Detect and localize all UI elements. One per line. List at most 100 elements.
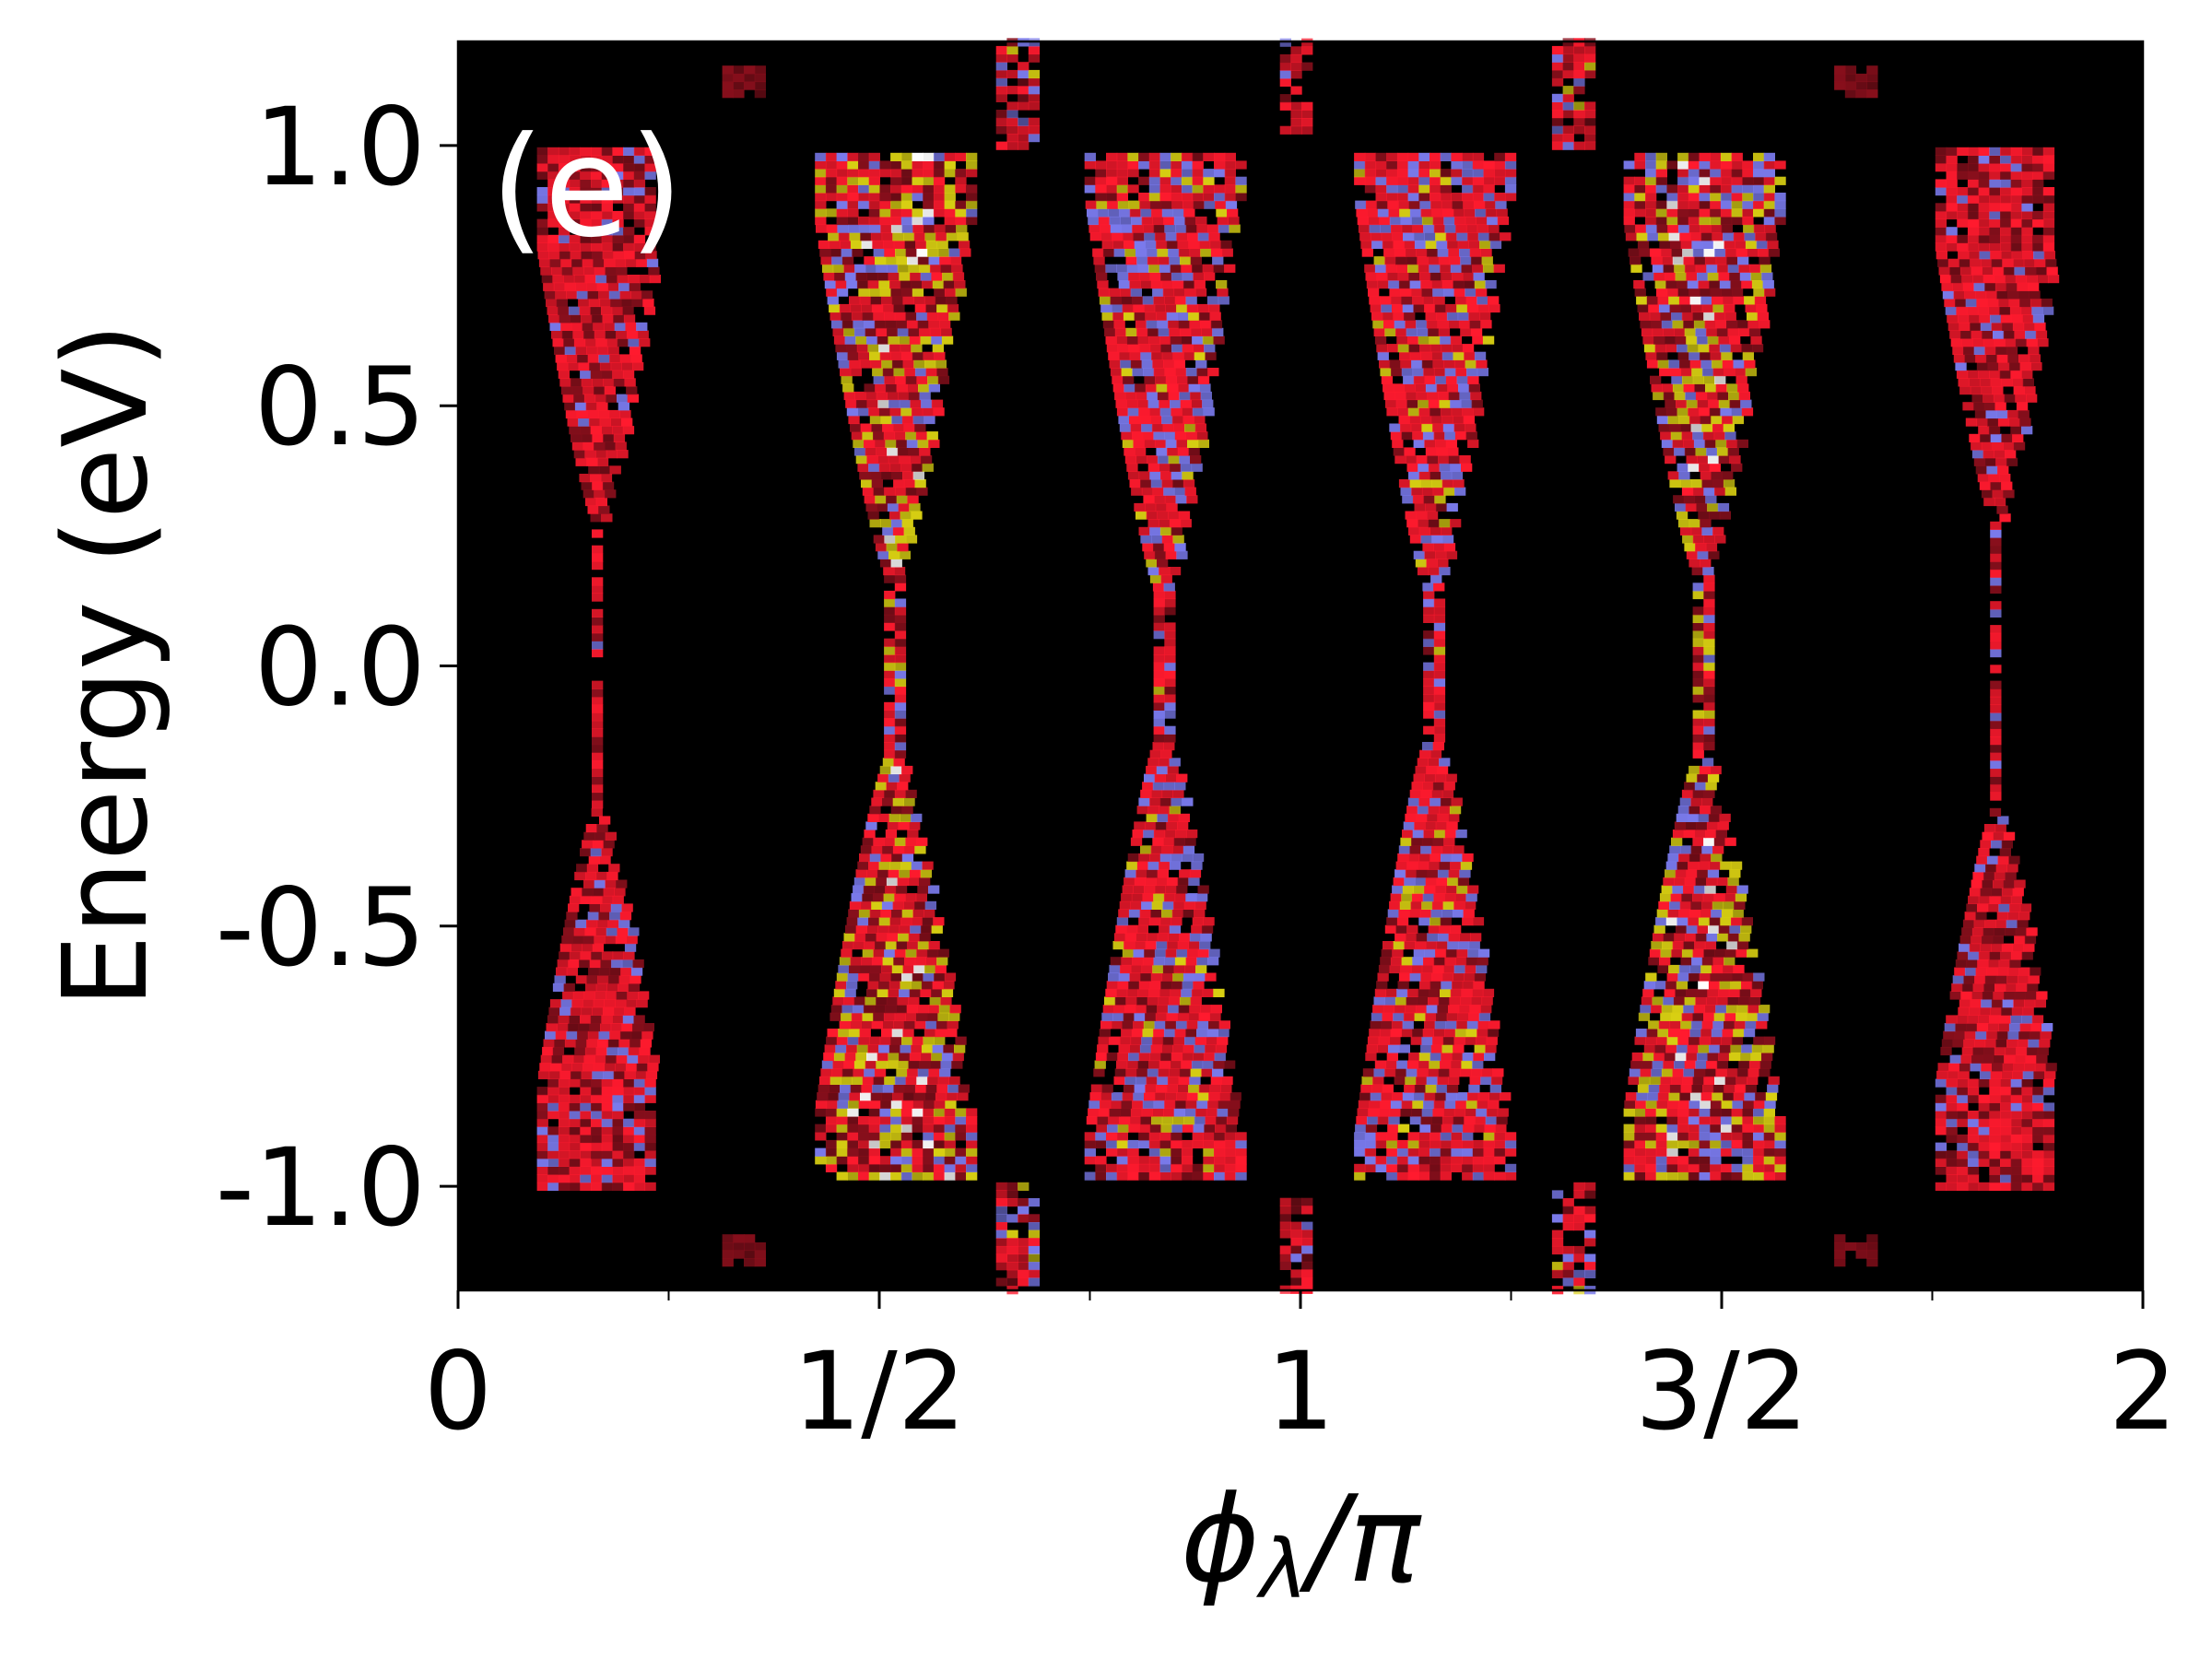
heatmap-cell [1098,216,1111,226]
heatmap-cell [920,455,933,465]
heatmap-cell [946,232,959,241]
heatmap-cell [879,288,891,297]
heatmap-cell [1473,1052,1485,1062]
heatmap-cell [1146,248,1158,257]
heatmap-cell [900,1108,913,1117]
heatmap-cell [866,272,878,281]
heatmap-cell [858,184,870,194]
heatmap-cell [1183,900,1196,910]
heatmap-cell [1774,200,1786,209]
heatmap-cell [1967,1142,1980,1151]
heatmap-cell [1423,614,1435,623]
heatmap-cell [1149,272,1161,281]
heatmap-cell [824,280,837,289]
heatmap-cell [1681,1012,1693,1021]
heatmap-cell [1389,288,1401,297]
heatmap-cell [885,885,897,894]
heatmap-cell [1431,900,1444,910]
heatmap-cell [1695,543,1707,552]
heatmap-cell [1690,232,1702,241]
heatmap-cell [1117,1124,1129,1133]
heatmap-cell [1463,415,1475,425]
heatmap-cell [1149,981,1161,990]
heatmap-cell [1109,1036,1121,1045]
heatmap-cell [1718,924,1730,934]
heatmap-cell [1720,1139,1733,1149]
heatmap-cell [1185,957,1197,966]
heatmap-cell [1127,407,1139,417]
heatmap-cell [546,298,558,308]
heatmap-cell [850,240,863,249]
heatmap-cell [935,359,947,369]
heatmap-cell [1709,1044,1721,1053]
heatmap-cell [1430,160,1441,170]
heatmap-cell [884,535,896,544]
heatmap-cell [1404,1084,1416,1093]
heatmap-cell [601,155,613,164]
heatmap-cell [1679,423,1692,432]
heatmap-cell [1145,941,1157,950]
heatmap-cell [1172,208,1184,218]
heatmap-cell [592,840,605,849]
heatmap-cell [1192,1163,1204,1172]
heatmap-cell [584,927,596,936]
heatmap-cell [1159,1163,1171,1172]
heatmap-cell [864,320,876,329]
heatmap-cell [1136,924,1148,934]
heatmap-cell [1460,399,1473,408]
heatmap-cell [1719,344,1732,353]
heatmap-cell [915,893,927,902]
heatmap-cell [1751,1044,1764,1053]
heatmap-cell [1087,208,1099,218]
heatmap-cell [1218,224,1230,233]
heatmap-cell [1774,1139,1786,1149]
heatmap-cell [1121,893,1133,902]
heatmap-cell [1957,1094,1969,1103]
heatmap-cell [891,964,904,974]
heatmap-cell [869,224,881,233]
heatmap-cell [1692,535,1705,544]
heatmap-cell [1161,280,1173,289]
heatmap-cell [1152,487,1164,496]
heatmap-cell [868,208,880,218]
heatmap-cell [1084,184,1096,194]
heatmap-cell [1206,1108,1218,1117]
heatmap-cell [1665,1044,1677,1053]
heatmap-cell [1421,423,1433,432]
heatmap-cell [1753,1156,1765,1165]
heatmap-cell [1485,280,1497,289]
heatmap-cell [1946,1094,1958,1103]
heatmap-cell [1436,1012,1448,1021]
heatmap-cell [1153,606,1165,616]
heatmap-cell [2010,1150,2022,1159]
heatmap-cell [623,187,635,196]
heatmap-cell [1447,877,1459,887]
heatmap-cell [558,203,571,212]
heatmap-cell [1187,1012,1200,1021]
heatmap-cell [1733,232,1746,241]
heatmap-cell [882,368,895,377]
heatmap-cell [853,1060,866,1069]
heatmap-cell [944,216,956,226]
heatmap-cell [1634,208,1646,218]
heatmap-cell [612,370,624,379]
heatmap-cell [1482,988,1495,997]
heatmap-cell [1417,567,1430,576]
heatmap-cell [1675,335,1687,345]
heatmap-cell [573,927,585,936]
heatmap-cell [1663,877,1675,887]
heatmap-cell [1753,160,1765,170]
heatmap-cell [1161,909,1173,918]
heatmap-cell [884,789,896,798]
heatmap-cell [1686,335,1698,345]
heatmap-cell [1398,280,1411,289]
heatmap-cell [1719,813,1731,822]
heatmap-cell [592,553,604,562]
heatmap-cell [1455,1100,1467,1109]
heatmap-cell [1152,1108,1164,1117]
heatmap-cell [1483,1139,1495,1149]
heatmap-cell [868,1116,880,1125]
heatmap-cell [1692,662,1704,671]
heatmap-cell [905,375,917,384]
